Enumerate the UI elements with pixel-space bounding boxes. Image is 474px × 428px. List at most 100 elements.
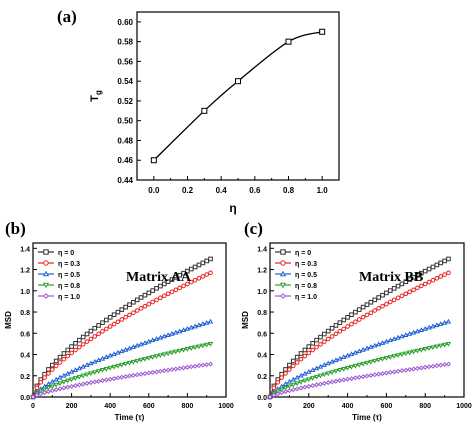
x-tick-label: 200: [66, 403, 78, 410]
series-marker: [180, 327, 187, 332]
series-marker: [403, 351, 409, 357]
series-marker: [294, 374, 300, 380]
series-marker: [438, 260, 444, 266]
y-tick-label: 0.6: [20, 331, 30, 338]
legend-marker: [280, 260, 286, 266]
series-marker: [387, 355, 393, 360]
series-marker: [442, 362, 448, 368]
series-marker: [169, 330, 175, 336]
series-marker: [344, 365, 351, 371]
series-marker: [100, 320, 105, 325]
x-axis-label: η: [229, 201, 236, 215]
series-marker: [204, 272, 209, 277]
series-marker: [92, 379, 98, 385]
series-marker: [119, 362, 125, 368]
series-marker: [325, 336, 331, 342]
series-marker: [208, 361, 214, 367]
series-marker: [111, 321, 117, 327]
series-marker: [407, 289, 412, 295]
series-marker: [181, 283, 186, 289]
series-marker: [200, 260, 206, 266]
series-marker: [80, 334, 86, 340]
series-marker: [407, 367, 413, 373]
series-marker: [445, 361, 451, 367]
series-marker: [104, 326, 109, 332]
series-marker: [192, 345, 198, 351]
series-marker: [275, 379, 281, 385]
y-tick-label: 0.46: [117, 156, 133, 165]
series-marker: [411, 366, 417, 372]
series-marker: [107, 324, 113, 329]
series-marker: [57, 374, 63, 380]
series-marker: [115, 363, 121, 369]
series-marker: [84, 362, 90, 367]
series-marker: [434, 276, 440, 281]
series-marker: [360, 346, 366, 352]
series-marker: [403, 367, 409, 373]
series-marker: [337, 355, 343, 361]
legend-label: η = 0: [295, 250, 311, 257]
series-marker: [360, 304, 366, 310]
series-marker: [380, 292, 385, 298]
series-marker: [442, 258, 447, 264]
series-marker: [49, 388, 55, 394]
series-marker: [375, 341, 382, 347]
series-marker: [111, 312, 117, 318]
series-marker: [310, 383, 316, 389]
series-marker: [188, 364, 194, 370]
series-marker: [49, 378, 55, 384]
series-marker: [294, 360, 300, 365]
series-marker: [65, 347, 71, 353]
y-tick-label: 0.48: [117, 136, 133, 145]
series-marker: [329, 379, 335, 385]
series-marker: [196, 363, 202, 369]
series-marker: [329, 325, 335, 331]
legend-label: η = 0.5: [58, 272, 80, 279]
y-tick-label: 1.4: [257, 246, 267, 253]
panel-a: (a) 0.0 0.2 0.4 0.6 0.8 1.0 0.44 0.46 0.48 0.50 0.5…: [57, 7, 340, 215]
series-marker: [348, 351, 355, 357]
series-marker: [73, 340, 78, 346]
y-tick-label: 1.0: [257, 289, 267, 296]
y-axis-label: MSD: [4, 311, 13, 329]
y-tick-label: 0.8: [257, 310, 267, 317]
series-marker: [157, 334, 164, 340]
series-marker: [73, 347, 78, 353]
series-marker: [169, 367, 175, 373]
y-tick-label: 0.54: [117, 77, 133, 86]
panel-c: (c) 0 200 400 600 800 1000 0.0 0.2 0.4 0.6 0.8 1.0 1.…: [241, 219, 472, 422]
series-marker: [410, 329, 417, 335]
series-marker: [333, 369, 339, 374]
tg-point: [285, 38, 292, 45]
series-marker: [352, 375, 358, 381]
x-tick-label: 1.0: [317, 186, 329, 195]
panel-a-frame: [136, 11, 340, 181]
series-marker: [391, 286, 397, 291]
legend-marker: [43, 293, 49, 299]
series-marker: [434, 322, 440, 328]
series-marker: [122, 346, 129, 352]
series-marker: [333, 331, 339, 337]
series-marker: [430, 277, 436, 283]
panel-b: (b) 0 200 400 600 800 1000 0.0 0.2 0.4 0.6 0.8 1.0 1.…: [4, 219, 234, 422]
series-marker: [313, 365, 320, 371]
series-marker: [286, 378, 293, 384]
series-marker: [134, 297, 140, 303]
series-marker: [192, 277, 198, 283]
series-marker: [441, 319, 448, 325]
series-marker: [380, 303, 385, 309]
series-marker: [157, 368, 163, 374]
series-marker: [372, 308, 378, 313]
series-marker: [142, 303, 148, 309]
series-marker: [445, 318, 452, 324]
series-marker: [341, 366, 347, 372]
series-marker: [196, 276, 202, 281]
y-tick-label: 0.6: [257, 331, 267, 338]
series-marker: [196, 262, 202, 268]
x-tick-label: 0.4: [216, 186, 228, 195]
series-marker: [290, 382, 296, 388]
series-marker: [364, 302, 370, 307]
series-marker: [100, 329, 105, 334]
series-marker: [80, 363, 86, 369]
series-marker: [283, 371, 288, 376]
